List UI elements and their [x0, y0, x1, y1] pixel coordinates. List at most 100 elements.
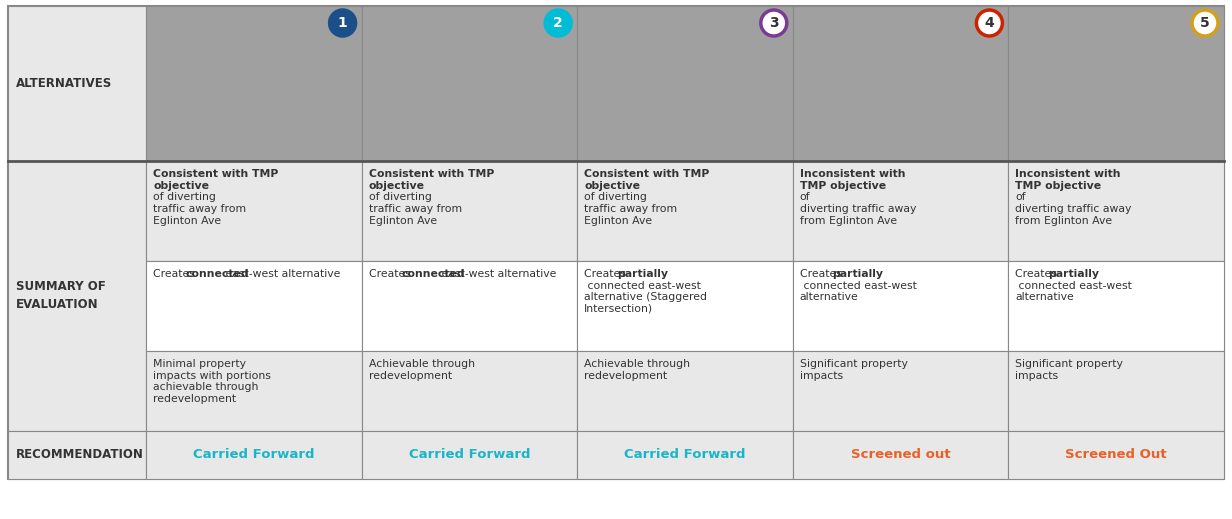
- Bar: [1066, 117, 1077, 123]
- Text: Inconsistent with
TMP objective: Inconsistent with TMP objective: [800, 169, 906, 190]
- Bar: [638, 119, 649, 129]
- Text: partially: partially: [617, 269, 668, 279]
- Bar: [500, 102, 521, 108]
- Text: of diverting
traffic away from
Eglinton Ave: of diverting traffic away from Eglinton …: [153, 193, 246, 226]
- Bar: [1009, 261, 1225, 351]
- Bar: [147, 6, 362, 161]
- Bar: [975, 48, 995, 53]
- Text: 3: 3: [769, 16, 779, 30]
- Text: east-west alternative: east-west alternative: [222, 269, 340, 279]
- Bar: [377, 103, 387, 111]
- Text: partially: partially: [833, 269, 883, 279]
- Text: Creates: Creates: [1015, 269, 1061, 279]
- Bar: [808, 103, 818, 111]
- Bar: [1190, 48, 1211, 53]
- Bar: [419, 117, 430, 123]
- Bar: [147, 161, 362, 261]
- Bar: [203, 117, 214, 123]
- Bar: [850, 117, 861, 123]
- Bar: [578, 351, 793, 431]
- Bar: [1071, 129, 1080, 138]
- Bar: [634, 117, 646, 123]
- Text: of
diverting traffic away
from Eglinton Ave: of diverting traffic away from Eglinton …: [1015, 193, 1132, 226]
- Text: Carried Forward: Carried Forward: [193, 448, 314, 461]
- Text: Creates: Creates: [153, 269, 198, 279]
- Bar: [328, 48, 349, 53]
- Bar: [639, 129, 649, 138]
- Circle shape: [761, 10, 787, 36]
- Bar: [147, 261, 362, 351]
- Text: connected: connected: [402, 269, 464, 279]
- Bar: [578, 261, 793, 351]
- Bar: [362, 351, 578, 431]
- Bar: [147, 431, 362, 479]
- Text: of diverting
traffic away from
Eglinton Ave: of diverting traffic away from Eglinton …: [584, 193, 678, 226]
- Text: Creates: Creates: [584, 269, 630, 279]
- Bar: [207, 119, 218, 129]
- Bar: [578, 6, 793, 161]
- Text: Achievable through
redevelopment: Achievable through redevelopment: [584, 359, 690, 380]
- Bar: [285, 102, 306, 108]
- Bar: [580, 9, 790, 158]
- Bar: [365, 9, 574, 158]
- Bar: [716, 102, 737, 108]
- Text: partially: partially: [1048, 269, 1099, 279]
- Bar: [578, 431, 793, 479]
- Bar: [288, 34, 304, 45]
- Bar: [208, 129, 218, 138]
- Bar: [423, 119, 434, 129]
- Text: 5: 5: [1200, 16, 1210, 30]
- Text: connected east-west
alternative (Staggered
Intersection): connected east-west alternative (Stagger…: [584, 281, 707, 314]
- Bar: [424, 129, 434, 138]
- Bar: [910, 73, 925, 89]
- Bar: [149, 9, 359, 158]
- Text: connected: connected: [186, 269, 249, 279]
- Bar: [1009, 161, 1225, 261]
- Bar: [759, 48, 780, 53]
- Text: 2: 2: [553, 16, 563, 30]
- Bar: [362, 261, 578, 351]
- Text: 4: 4: [984, 16, 994, 30]
- Bar: [504, 34, 520, 45]
- Circle shape: [977, 10, 1003, 36]
- Bar: [362, 6, 578, 161]
- Bar: [719, 34, 736, 45]
- Text: of diverting
traffic away from
Eglinton Ave: of diverting traffic away from Eglinton …: [368, 193, 462, 226]
- Bar: [264, 73, 278, 89]
- Bar: [161, 103, 171, 111]
- Text: Achievable through
redevelopment: Achievable through redevelopment: [368, 359, 474, 380]
- Bar: [1009, 431, 1225, 479]
- Bar: [854, 119, 865, 129]
- Bar: [935, 34, 951, 45]
- Bar: [793, 431, 1009, 479]
- Bar: [7, 431, 147, 479]
- Text: Consistent with TMP
objective: Consistent with TMP objective: [153, 169, 278, 190]
- Bar: [1009, 6, 1225, 161]
- Text: Consistent with TMP
objective: Consistent with TMP objective: [368, 169, 494, 190]
- Text: Creates: Creates: [368, 269, 414, 279]
- Circle shape: [330, 10, 356, 36]
- Text: Significant property
impacts: Significant property impacts: [800, 359, 908, 380]
- Bar: [1151, 34, 1167, 45]
- Bar: [695, 73, 710, 89]
- Bar: [362, 431, 578, 479]
- Bar: [7, 6, 147, 161]
- Bar: [1024, 103, 1034, 111]
- Text: Carried Forward: Carried Forward: [625, 448, 745, 461]
- Text: RECOMMENDATION: RECOMMENDATION: [16, 448, 144, 461]
- Text: connected east-west
alternative: connected east-west alternative: [800, 281, 917, 302]
- Bar: [793, 161, 1009, 261]
- Text: east-west alternative: east-west alternative: [437, 269, 556, 279]
- Text: 1: 1: [338, 16, 347, 30]
- Bar: [479, 73, 494, 89]
- Bar: [543, 48, 564, 53]
- Bar: [1147, 102, 1168, 108]
- Bar: [931, 102, 952, 108]
- Text: Significant property
impacts: Significant property impacts: [1015, 359, 1124, 380]
- Text: ALTERNATIVES: ALTERNATIVES: [16, 77, 112, 90]
- Bar: [362, 161, 578, 261]
- Text: of
diverting traffic away
from Eglinton Ave: of diverting traffic away from Eglinton …: [800, 193, 917, 226]
- Text: Creates: Creates: [800, 269, 845, 279]
- Text: Minimal property
impacts with portions
achievable through
redevelopment: Minimal property impacts with portions a…: [153, 359, 271, 404]
- Bar: [1011, 9, 1221, 158]
